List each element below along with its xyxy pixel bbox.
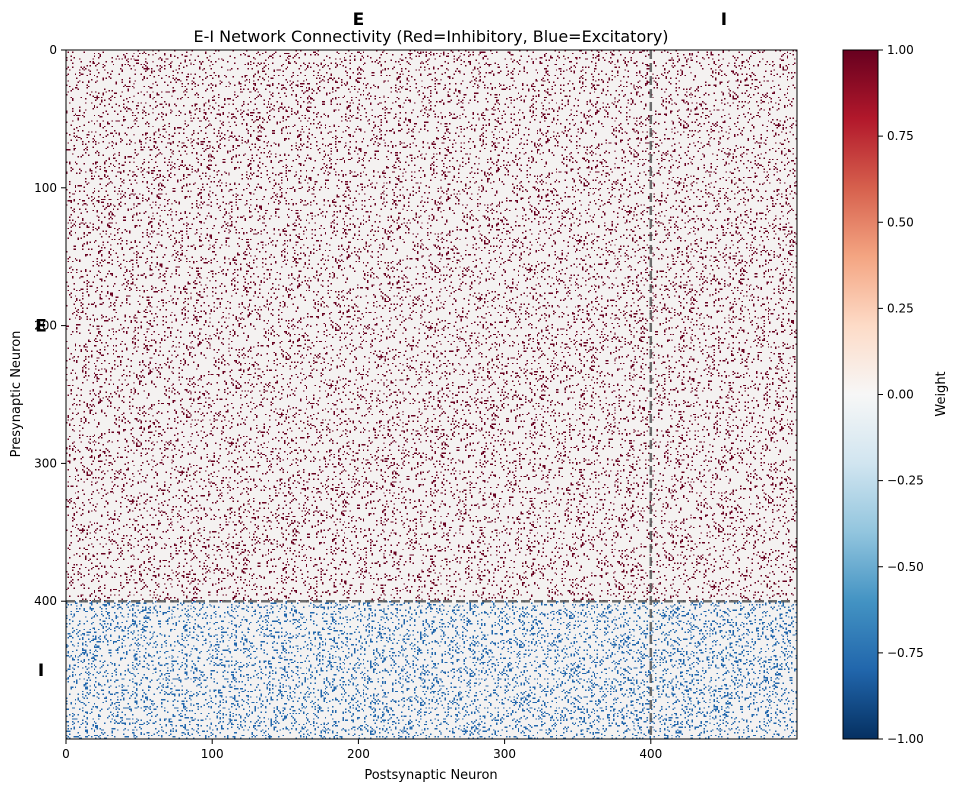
y-axis-label: Presynaptic Neuron: [9, 331, 24, 458]
colorbar-tick-label: −0.75: [887, 646, 924, 660]
x-axis-ticks: 0 100 200 300 400: [62, 739, 662, 761]
colorbar-tick-label: 0.50: [887, 215, 914, 229]
colorbar-tick-label: −0.25: [887, 474, 924, 488]
x-axis-label: Postsynaptic Neuron: [364, 768, 497, 783]
colorbar: 1.00 0.75 0.50 0.25 0.00 −0.25 −0.50 −0.75 −1.00…: [842, 43, 949, 746]
left-population-label: E: [35, 317, 47, 337]
colorbar-gradient: [842, 49, 879, 740]
top-population-label: E: [353, 10, 365, 30]
connectivity-matrix: [66, 50, 797, 739]
x-tick-label: 200: [347, 747, 370, 761]
colorbar-tick-label: −0.50: [887, 560, 924, 574]
x-tick-label: 400: [639, 747, 662, 761]
y-tick-label: 100: [34, 181, 57, 195]
left-population-label: I: [38, 661, 44, 681]
colorbar-label: Weight: [934, 371, 949, 416]
y-tick-label: 300: [34, 456, 57, 470]
x-tick-label: 300: [493, 747, 516, 761]
y-tick-label: 0: [49, 43, 57, 57]
colorbar-ticks: 1.00 0.75 0.50 0.25 0.00 −0.25 −0.50 −0.75 −1.00: [878, 43, 924, 746]
colorbar-tick-label: −1.00: [887, 732, 924, 746]
colorbar-tick-label: 0.75: [887, 129, 914, 143]
top-population-label: I: [721, 10, 727, 30]
y-axis-ticks: 0 100 200 300 400: [34, 43, 66, 608]
heatmap-area: [65, 49, 798, 740]
colorbar-tick-label: 0.25: [887, 301, 914, 315]
left-population-labels: EI: [35, 317, 47, 681]
x-tick-label: 0: [62, 747, 70, 761]
colorbar-tick-label: 0.00: [887, 388, 914, 402]
x-tick-label: 100: [201, 747, 224, 761]
population-boundary-lines: [66, 50, 797, 739]
chart-title: E-I Network Connectivity (Red=Inhibitory…: [193, 27, 668, 46]
plot-frame: [65, 49, 798, 740]
y-tick-label: 200: [34, 319, 57, 333]
colorbar-tick-label: 1.00: [887, 43, 914, 57]
y-tick-label: 400: [34, 594, 57, 608]
